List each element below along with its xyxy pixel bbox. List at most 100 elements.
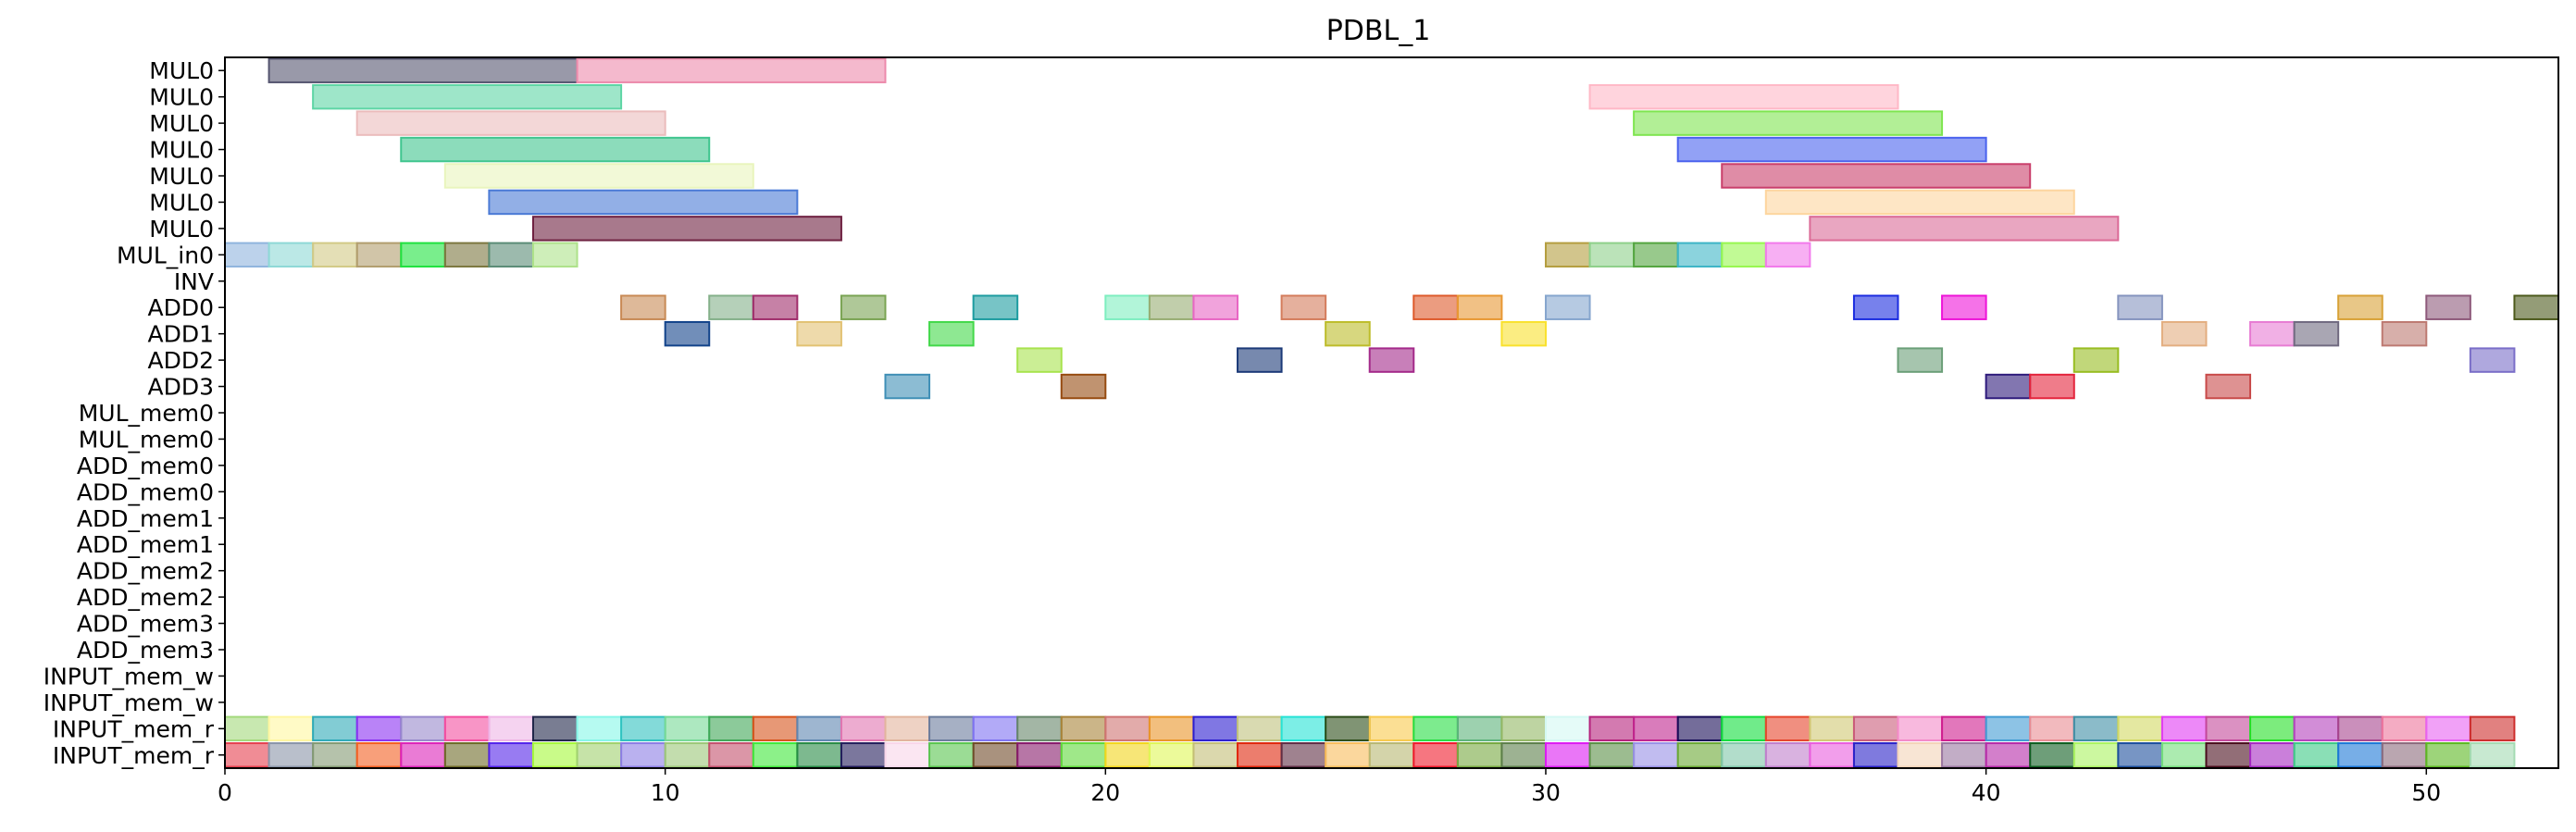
task-bar — [884, 715, 931, 742]
task-bar — [2205, 742, 2252, 768]
task-bar — [2469, 715, 2516, 742]
task-bar — [884, 742, 931, 768]
task-bar — [620, 715, 666, 742]
task-bar — [708, 294, 754, 320]
task-bar — [1237, 715, 1283, 742]
task-bar — [708, 742, 754, 768]
task-bar — [268, 242, 315, 268]
task-bar — [2293, 320, 2340, 347]
task-bar — [928, 320, 975, 347]
task-bar — [752, 715, 799, 742]
task-bar — [1809, 742, 1855, 768]
task-bar — [1764, 715, 1811, 742]
task-bar — [1985, 373, 2032, 400]
task-bar — [1060, 715, 1107, 742]
task-bar — [531, 742, 579, 768]
task-bar — [488, 189, 799, 216]
task-bar — [1852, 715, 1899, 742]
task-bar — [400, 242, 446, 268]
task-bar — [2205, 373, 2252, 400]
task-bar — [576, 742, 623, 768]
x-tick-label: 50 — [2411, 779, 2441, 806]
task-bar — [400, 742, 446, 768]
task-bar — [1280, 715, 1327, 742]
task-bar — [1544, 715, 1591, 742]
task-bar — [1325, 742, 1371, 768]
task-bar — [708, 715, 754, 742]
task-bar — [224, 715, 270, 742]
task-bar — [1368, 347, 1415, 373]
y-tick-label: MUL0 — [149, 84, 214, 111]
task-bar — [664, 742, 711, 768]
task-bar — [443, 742, 491, 768]
task-bar — [312, 742, 358, 768]
task-bar — [972, 742, 1019, 768]
x-tick-label: 30 — [1531, 779, 1561, 806]
task-bar — [1544, 742, 1591, 768]
task-bar — [2029, 742, 2075, 768]
task-bar — [928, 742, 975, 768]
task-bar — [2072, 742, 2120, 768]
task-bar — [1721, 742, 1767, 768]
task-bar — [1280, 294, 1327, 320]
task-bar — [1676, 242, 1724, 268]
task-bar — [1192, 715, 1239, 742]
task-bar — [400, 715, 446, 742]
x-axis: 0 10 20 30 40 50 — [218, 768, 2441, 806]
task-bar — [2425, 742, 2471, 768]
task-bar — [1809, 715, 1855, 742]
task-bar — [1016, 715, 1063, 742]
task-bar — [443, 242, 491, 268]
task-bar — [268, 742, 315, 768]
task-bar — [1325, 715, 1371, 742]
y-axis: MUL0MUL0MUL0MUL0MUL0MUL0MUL0MUL_in0INVAD… — [44, 57, 225, 769]
y-tick-label: MUL0 — [149, 110, 214, 137]
task-bar — [1941, 715, 1987, 742]
task-bar — [1721, 163, 2032, 189]
x-tick-label: 20 — [1090, 779, 1120, 806]
task-bar — [1588, 715, 1636, 742]
y-tick-label: MUL_in0 — [117, 242, 214, 268]
task-bar — [312, 242, 358, 268]
task-bar — [355, 742, 403, 768]
x-tick-label: 40 — [1972, 779, 2001, 806]
task-bar — [355, 242, 403, 268]
task-bar — [2381, 320, 2428, 347]
task-bar — [620, 742, 666, 768]
task-bar — [752, 742, 799, 768]
y-tick-label: MUL0 — [149, 163, 214, 190]
task-bar — [1721, 242, 1767, 268]
task-bar — [1809, 216, 2120, 242]
y-tick-label: INPUT_mem_r — [53, 715, 215, 742]
task-bar — [1721, 715, 1767, 742]
task-bar — [796, 742, 842, 768]
task-bar — [796, 320, 842, 347]
task-bar — [1852, 742, 1899, 768]
task-bar — [1192, 742, 1239, 768]
task-bar — [972, 294, 1019, 320]
task-bar — [1368, 742, 1415, 768]
task-bar — [531, 715, 579, 742]
task-bar — [355, 110, 666, 136]
task-bar — [268, 715, 315, 742]
task-bar — [1676, 742, 1724, 768]
y-tick-label: INPUT_mem_r — [53, 742, 215, 769]
task-bar — [443, 715, 491, 742]
task-bar — [1500, 715, 1547, 742]
chart-title: PDBL_1 — [1326, 15, 1431, 47]
y-tick-label: INPUT_mem_w — [44, 689, 214, 716]
task-bar — [2381, 715, 2428, 742]
y-tick-label: ADD0 — [147, 294, 214, 321]
task-bar — [796, 715, 842, 742]
task-bar — [576, 715, 623, 742]
task-bar — [2513, 294, 2560, 320]
task-bar — [1588, 742, 1636, 768]
task-bar — [1676, 136, 1987, 163]
y-tick-label: MUL0 — [149, 137, 214, 164]
task-bar — [2425, 294, 2471, 320]
task-bar — [1500, 742, 1547, 768]
task-bar — [2293, 742, 2340, 768]
task-bar — [576, 57, 887, 83]
task-bar — [1104, 742, 1151, 768]
